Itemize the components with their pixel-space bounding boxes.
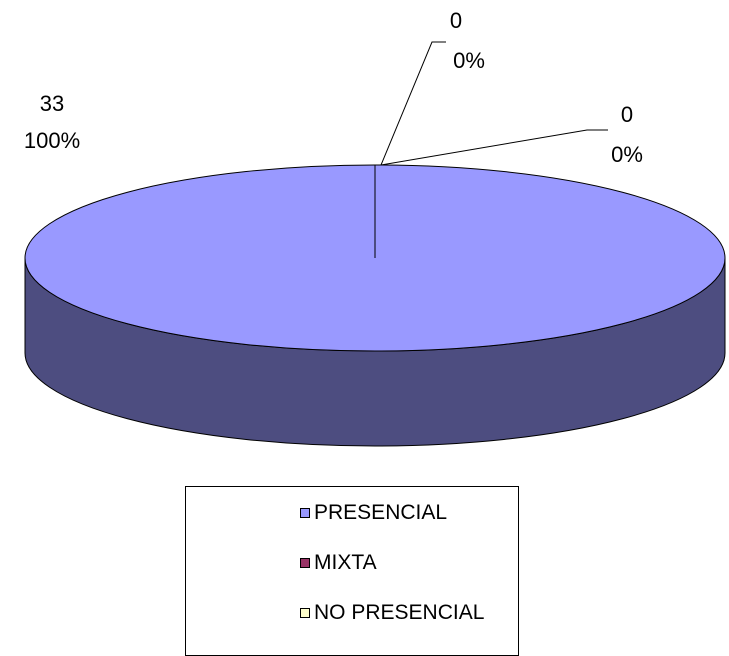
leader-line-no-presencial: [380, 129, 608, 166]
data-label-value-no-presencial: 0: [621, 102, 633, 127]
legend-label-mixta: MIXTA: [314, 551, 377, 574]
legend-swatch-no-presencial: [300, 608, 310, 618]
data-label-value-presencial: 33: [40, 91, 64, 116]
data-label-percent-presencial: 100%: [24, 128, 80, 153]
legend-label-presencial: PRESENCIAL: [314, 501, 448, 524]
legend-item-no-presencial: NO PRESENCIAL: [300, 598, 484, 628]
legend-item-mixta: MIXTA: [300, 548, 377, 578]
data-label-percent-mixta: 0%: [453, 48, 485, 73]
leader-line-mixta: [380, 41, 446, 166]
data-label-percent-no-presencial: 0%: [611, 142, 643, 167]
chart-legend: PRESENCIAL MIXTA NO PRESENCIAL: [185, 486, 519, 656]
data-label-value-mixta: 0: [450, 8, 462, 33]
legend-swatch-presencial: [300, 508, 310, 518]
pie-chart-svg: 33 100% 0 0% 0 0%: [24, 8, 726, 447]
legend-item-presencial: PRESENCIAL: [300, 498, 447, 528]
legend-label-no-presencial: NO PRESENCIAL: [314, 601, 485, 624]
legend-swatch-mixta: [300, 558, 310, 568]
pie-chart: 33 100% 0 0% 0 0% PRESENCIAL MIXTA NO PR…: [24, 8, 726, 656]
